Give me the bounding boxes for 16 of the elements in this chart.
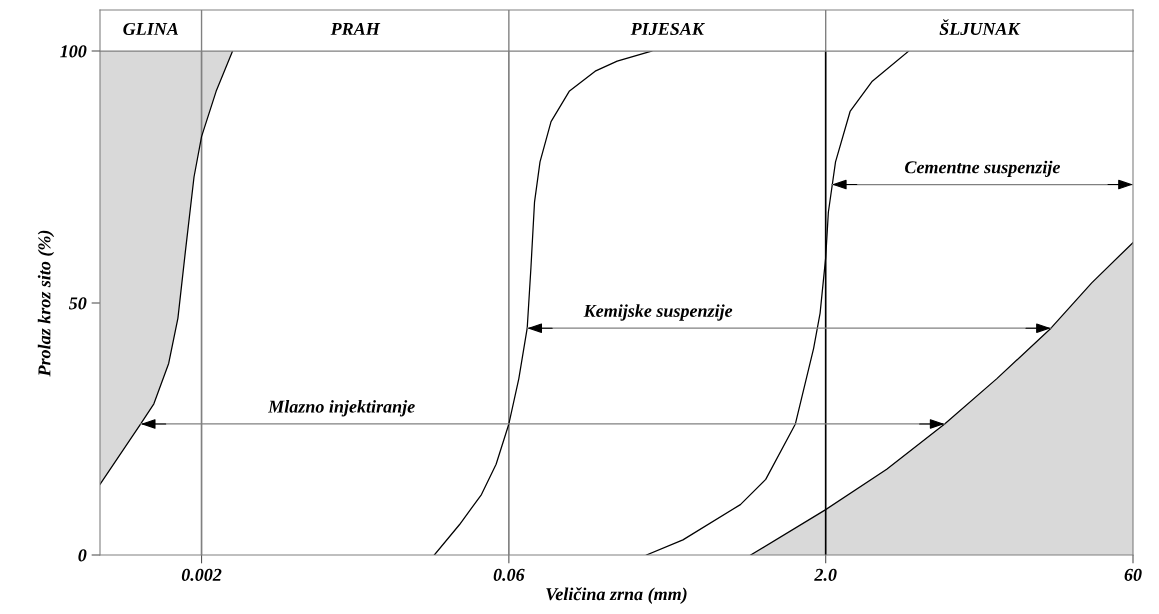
text: PRAH [330, 22, 381, 35]
x-tick-label: 60 [1124, 568, 1142, 581]
text: ŠLJUNAK [939, 19, 1021, 36]
series-label: Kemijske suspenzije [583, 304, 733, 321]
x-tick-label: 2.0 [814, 568, 837, 581]
x-axis-title: Veličina zrna (mm) [546, 587, 687, 604]
x-tick-label: 0.002 [181, 568, 222, 581]
series-label: Mlazno injektiranje [267, 400, 415, 417]
y-axis-title: Prolaz kroz sito (%) [37, 230, 55, 377]
y-tick-label: 50 [68, 297, 87, 310]
x-tick-label: 0.06 [493, 568, 525, 581]
y-tick-label: 0 [78, 549, 87, 562]
y-tick-label: 100 [60, 45, 87, 58]
text: PIJESAK [630, 22, 705, 36]
series-label: Cementne suspenzije [905, 160, 1060, 177]
text: GLINA [123, 22, 179, 36]
